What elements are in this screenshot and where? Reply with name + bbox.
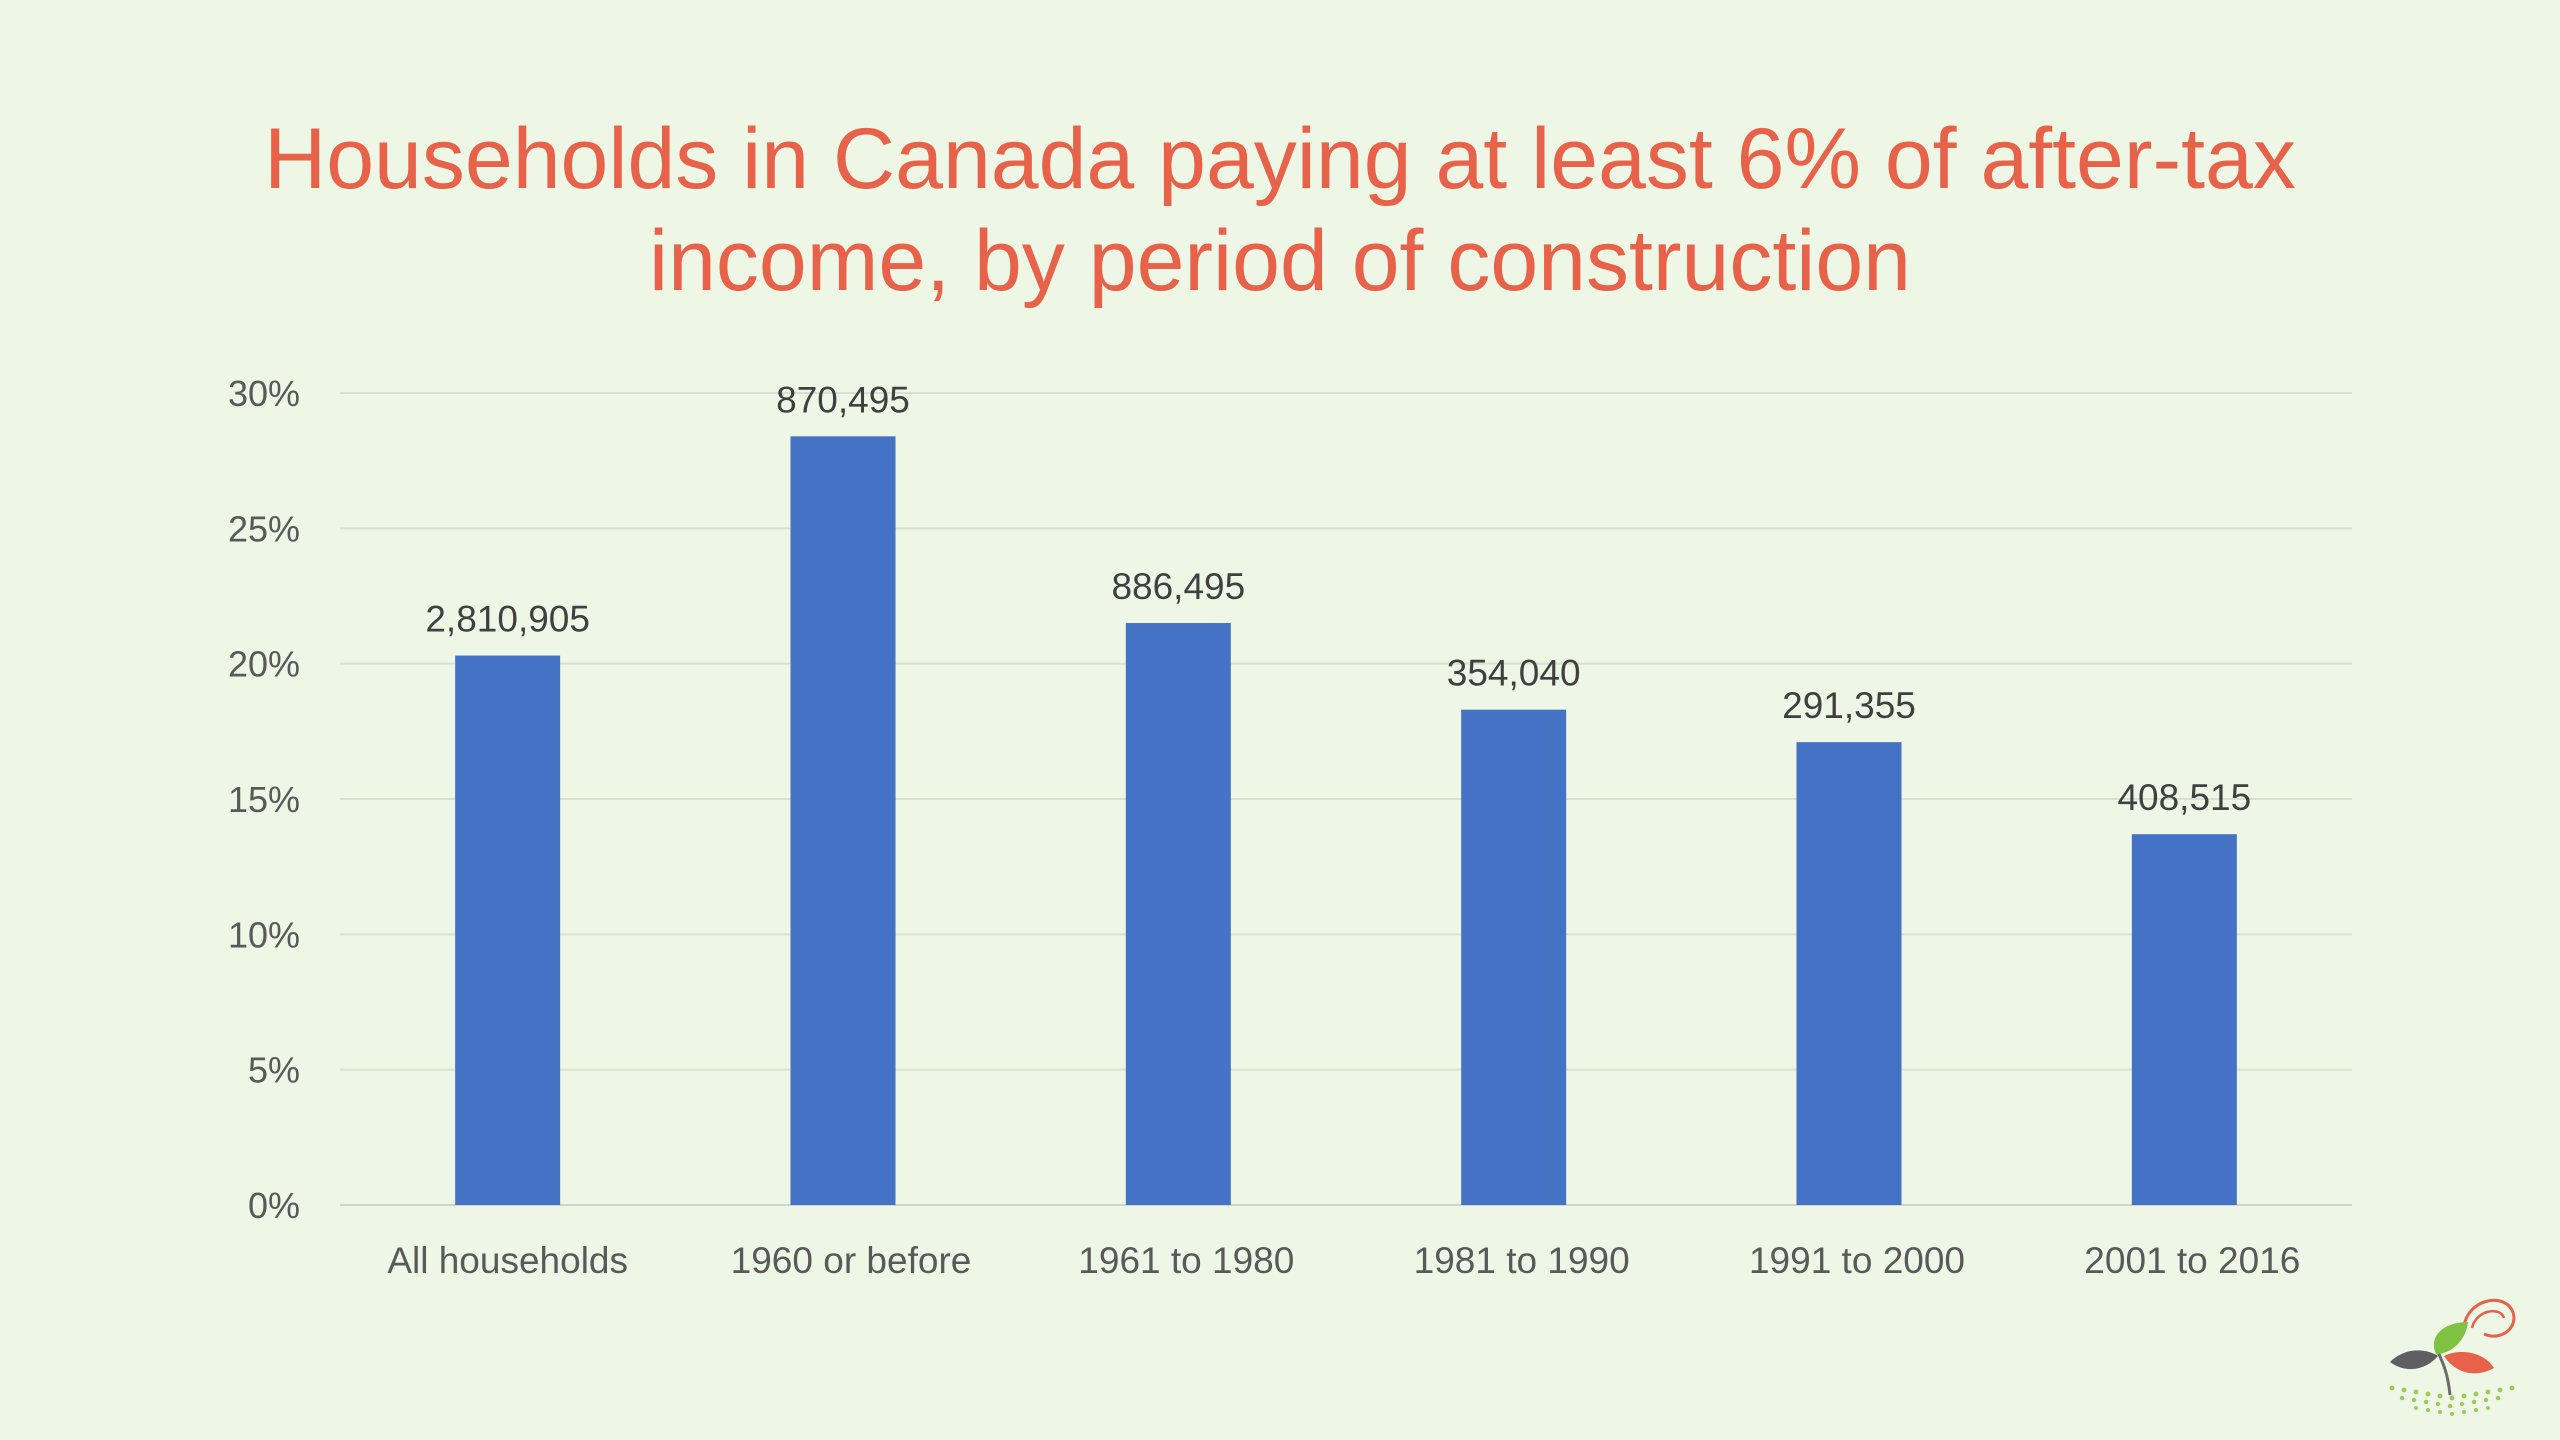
x-category-label: 2001 to 2016 [2084, 1240, 2300, 1281]
sprout-leaves-logo-icon [2389, 1298, 2516, 1416]
data-label: 408,515 [2117, 777, 2251, 818]
y-tick-label: 25% [228, 508, 300, 549]
x-category-label: 1991 to 2000 [1749, 1240, 1965, 1281]
bar [455, 655, 561, 1205]
x-category-label: 1961 to 1980 [1078, 1240, 1294, 1281]
chart-title-line-2: income, by period of construction [649, 213, 1911, 309]
y-tick-label: 10% [228, 914, 300, 955]
y-tick-label: 15% [228, 779, 300, 820]
y-tick-label: 20% [228, 644, 300, 685]
chart-title: Households in Canada paying at least 6% … [180, 108, 2380, 312]
bar [2131, 834, 2237, 1205]
data-label: 354,040 [1447, 653, 1581, 694]
y-tick-label: 5% [248, 1050, 300, 1091]
bar [790, 436, 896, 1206]
bar [1461, 709, 1567, 1205]
y-tick-label: 0% [248, 1185, 300, 1226]
x-category-label: 1981 to 1990 [1414, 1240, 1630, 1281]
data-label: 2,810,905 [425, 599, 590, 640]
bar [1796, 742, 1902, 1205]
data-label: 886,495 [1111, 566, 1245, 607]
x-category-label: All households [387, 1240, 628, 1281]
data-label: 291,355 [1782, 685, 1916, 726]
bar [1125, 623, 1231, 1205]
x-category-label: 1960 or before [731, 1240, 972, 1281]
data-label: 870,495 [776, 379, 910, 420]
y-tick-label: 30% [228, 373, 300, 414]
chart-title-line-1: Households in Canada paying at least 6% … [264, 111, 2296, 207]
